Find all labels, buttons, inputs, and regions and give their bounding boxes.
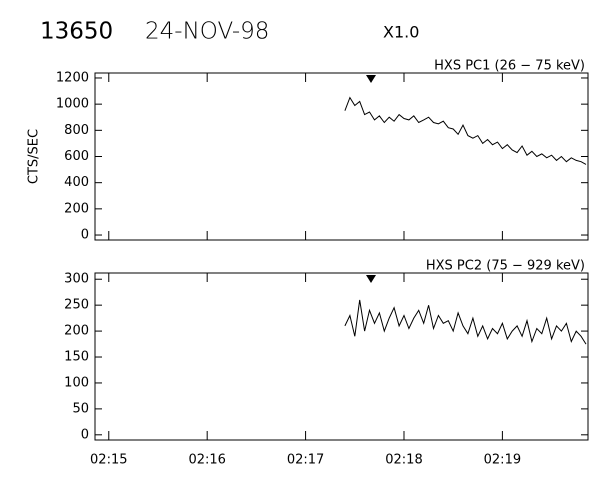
plot-frame bbox=[94, 272, 589, 441]
x-tick-label: 02:17 bbox=[287, 453, 324, 468]
y-tick-label: 400 bbox=[64, 175, 89, 190]
panel-title: HXS PC1 (26 − 75 keV) bbox=[434, 59, 585, 74]
y-tick-label: 200 bbox=[64, 324, 89, 339]
y-tick-label: 250 bbox=[64, 298, 89, 313]
x-tick-label: 02:16 bbox=[188, 453, 225, 468]
y-tick-label: 200 bbox=[64, 201, 89, 216]
y-tick-label: 800 bbox=[64, 123, 89, 138]
x-tick-label: 02:15 bbox=[90, 453, 127, 468]
y-tick-label: 600 bbox=[64, 149, 89, 164]
y-tick-label: 1200 bbox=[56, 70, 89, 85]
y-tick-label: 0 bbox=[81, 427, 89, 442]
zoom-factor: X1.0 bbox=[383, 23, 419, 42]
time-marker bbox=[366, 75, 376, 83]
plot-frame bbox=[94, 72, 589, 241]
data-line bbox=[344, 299, 587, 345]
y-tick-label: 50 bbox=[72, 401, 89, 416]
y-tick-label: 300 bbox=[64, 272, 89, 287]
y-tick-label: 1000 bbox=[56, 97, 89, 112]
y-tick-label: 100 bbox=[64, 375, 89, 390]
y-tick-label: 0 bbox=[81, 228, 89, 243]
x-tick-label: 02:19 bbox=[484, 453, 521, 468]
x-tick-label: 02:18 bbox=[385, 453, 422, 468]
y-axis-label: CTS/SEC bbox=[27, 129, 42, 184]
observation-id: 13650 bbox=[40, 19, 113, 45]
y-tick-label: 150 bbox=[64, 350, 89, 365]
observation-date: 24-NOV-98 bbox=[145, 19, 269, 45]
time-marker bbox=[366, 275, 376, 283]
data-line bbox=[344, 96, 587, 165]
panel-title: HXS PC2 (75 − 929 keV) bbox=[426, 259, 585, 274]
